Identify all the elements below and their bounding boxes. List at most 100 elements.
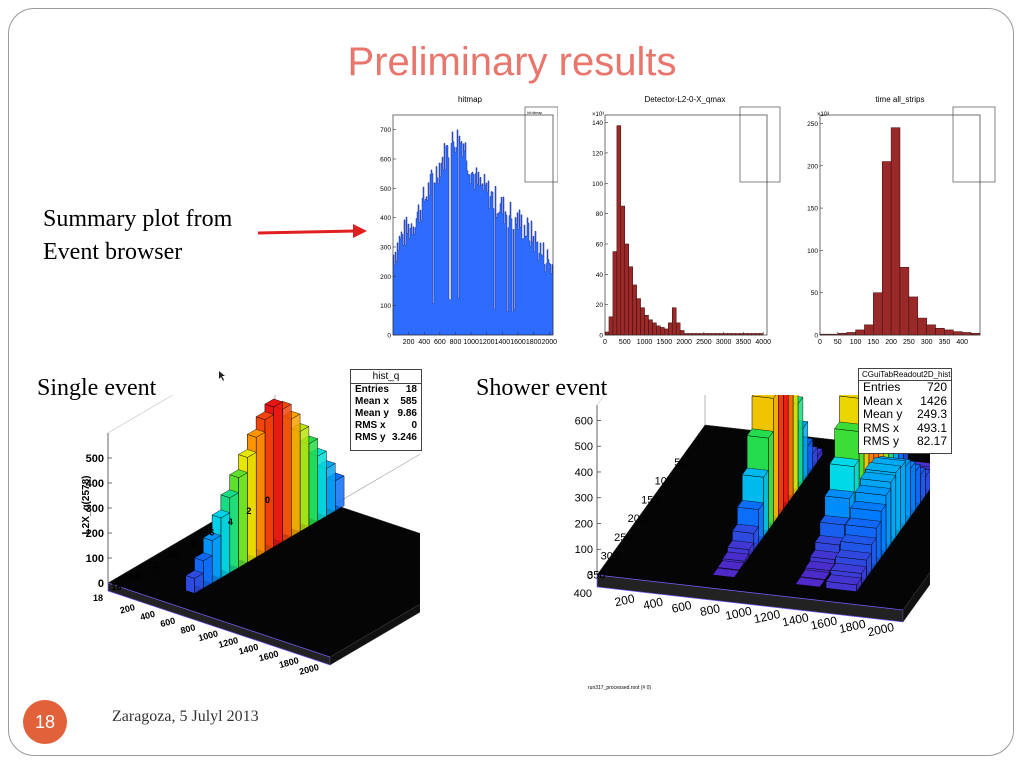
qmax-bar xyxy=(660,327,665,336)
shower-lego-column-c-top xyxy=(835,549,872,561)
shower-lego-column-c-top xyxy=(859,471,897,483)
shower-lego-column-c-top xyxy=(850,500,887,512)
hitmap-stat-box: hit.hitmap xyxy=(524,106,558,183)
time-bar xyxy=(881,161,892,336)
single-xtick-label: 1800 xyxy=(278,655,300,670)
qmax-xtick-label: 3000 xyxy=(716,339,732,346)
qmax-bar xyxy=(608,316,614,336)
single-lego-column-side xyxy=(317,450,327,522)
time-ytick-label: 200 xyxy=(807,163,818,170)
single-lego-column-side xyxy=(326,462,336,517)
shower-xtick-label: 400 xyxy=(642,595,665,613)
shower-lego-column-a-side xyxy=(797,396,804,490)
single-lego-column-side xyxy=(273,401,283,548)
qmax-bar xyxy=(604,331,610,336)
time-bar xyxy=(899,267,910,336)
qmax-ytick-label: 100 xyxy=(592,181,603,188)
shower-footer: run317_processed.root (# 0) xyxy=(588,685,651,691)
shower-ytick-label: 150 xyxy=(641,494,659,506)
single-lego-column-side xyxy=(238,472,248,569)
stats-row: RMS x 493.1 xyxy=(863,420,947,435)
stats-row: RMS y 3.246 xyxy=(355,432,417,443)
shower-lego-column-c-side xyxy=(885,487,892,552)
single-ytick-label: 2 xyxy=(246,506,251,516)
qmax-frame xyxy=(604,114,768,336)
qmax-ytick-label: 60 xyxy=(596,241,604,248)
time-bar xyxy=(846,332,856,336)
shower-lego-column-a-top xyxy=(741,467,769,478)
shower-lego-column-c-side xyxy=(905,459,911,525)
qmax-ytick-label: 80 xyxy=(596,211,604,218)
single-lego-column-side xyxy=(264,414,274,553)
single-lego-column-top xyxy=(185,570,204,579)
single-ztick-label: 0 xyxy=(98,578,104,590)
qmax-title: Detector-L2-0-X_qmax xyxy=(645,95,726,104)
time-ytick-label: 250 xyxy=(807,121,818,128)
stats-row: Entries 18 xyxy=(355,384,417,395)
mouse-cursor-icon xyxy=(219,371,225,381)
single-xtick-label: 400 xyxy=(139,609,156,623)
qmax-ytick-label: 0 xyxy=(599,333,603,340)
single-zaxis-label: L2X_q(2578) xyxy=(81,476,92,535)
hitmap-ytick-label: 400 xyxy=(380,215,391,222)
hitmap-xtick-label: 1000 xyxy=(463,339,479,346)
shower-lego-column-a-side xyxy=(773,395,779,524)
time-bar xyxy=(917,317,927,336)
shower-lego-column-c-side xyxy=(890,474,897,545)
shower-lego-column-a-top xyxy=(746,428,774,439)
time-bar xyxy=(908,296,919,336)
hitmap-ytick-label: 500 xyxy=(380,186,391,193)
single-lego-column-top xyxy=(238,449,257,458)
hitmap-title: hitmap xyxy=(458,95,483,104)
hitmap-ytick-label: 0 xyxy=(387,333,391,340)
single-lego-column-top xyxy=(246,428,266,438)
time-bar xyxy=(855,329,865,336)
qmax-bar xyxy=(636,298,641,336)
shower-lego-column-a-top xyxy=(732,523,760,534)
single-xtick-label: 600 xyxy=(159,616,176,630)
shower-ztick-label: 200 xyxy=(575,518,593,530)
shower-lego-column-c-side xyxy=(915,464,921,511)
hitmap-ytick-label: 600 xyxy=(380,157,391,164)
shower-xtick-label: 200 xyxy=(613,591,636,609)
shower-ytick-label: 100 xyxy=(655,476,673,488)
shower-lego-column-a-top xyxy=(717,560,745,571)
slide-frame xyxy=(8,8,1014,756)
shower-xtick-label: 1000 xyxy=(724,604,753,623)
time-xtick-label: 300 xyxy=(921,339,933,346)
slide-title: Preliminary results xyxy=(347,40,677,84)
single-lego-column-side xyxy=(282,403,292,543)
time-bar xyxy=(935,327,945,336)
stats-row: Mean y 9.86 xyxy=(355,408,417,419)
shower-ytick-label: 0 xyxy=(694,438,700,450)
single-xtick-label: 200 xyxy=(119,602,136,616)
hitmap-xtick-label: 400 xyxy=(418,339,430,346)
shower-lego-column-c-side xyxy=(910,460,916,518)
single-ytick-label: 16 xyxy=(112,582,122,592)
single-ytick-label: 0 xyxy=(265,495,270,505)
shower-lego-column-a-top xyxy=(722,551,750,562)
shower-ztick-label: 600 xyxy=(575,415,593,427)
stats-row: RMS y 82.17 xyxy=(863,434,947,448)
qmax-ytick-label: 20 xyxy=(596,302,604,309)
qmax-ytick-label: 140 xyxy=(592,120,603,127)
single-lego-column-top xyxy=(220,489,240,499)
shower-xtick-label: 1800 xyxy=(838,617,867,636)
footer-text: Zaragoza, 5 Julyl 2013 xyxy=(112,708,259,725)
shower-ztick-label: 100 xyxy=(575,544,593,556)
time-xtick-label: 250 xyxy=(903,339,915,346)
shower-ztick-label: 0 xyxy=(587,570,593,582)
single-lego-column-side xyxy=(308,438,318,527)
time-xtick-label: 200 xyxy=(885,339,897,346)
time-bar xyxy=(864,324,874,336)
single-ytick-label: 8 xyxy=(191,539,196,549)
summary-caption: Summary plot from Event browser xyxy=(43,203,232,269)
hitmap-ytick-label: 200 xyxy=(380,274,391,281)
single-event-label: Single event xyxy=(37,375,157,401)
shower-lego-column-a-side xyxy=(787,395,794,504)
single-lego-column-top xyxy=(255,411,275,420)
shower-ytick-label: 200 xyxy=(628,513,646,525)
qmax-bar xyxy=(644,315,649,336)
hitmap-ytick-label: 100 xyxy=(380,303,391,310)
